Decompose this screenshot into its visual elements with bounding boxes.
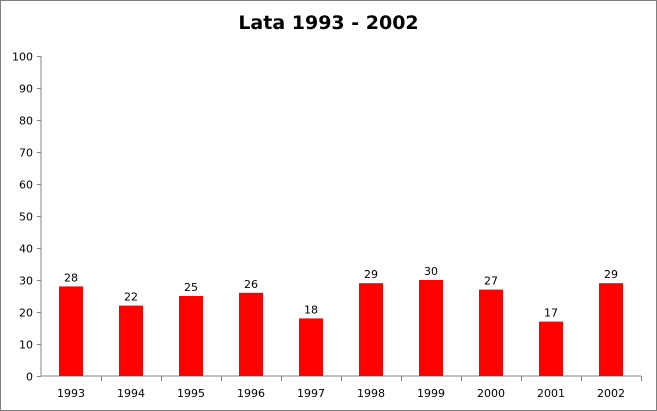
x-tick-label: 1994 xyxy=(117,387,145,400)
y-tick-label: 30 xyxy=(19,275,33,288)
data-label: 29 xyxy=(604,268,618,281)
data-label: 25 xyxy=(184,281,198,294)
data-label: 18 xyxy=(304,303,318,316)
data-label: 28 xyxy=(64,271,78,284)
y-tick-label: 60 xyxy=(19,179,33,192)
bar xyxy=(59,286,83,376)
x-tick-label: 1995 xyxy=(177,387,205,400)
x-tick-label: 2000 xyxy=(477,387,505,400)
y-tick-label: 50 xyxy=(19,211,33,224)
x-tick-label: 1998 xyxy=(357,387,385,400)
data-label: 17 xyxy=(544,307,558,320)
bar xyxy=(539,321,563,376)
bar xyxy=(419,280,443,376)
data-label: 22 xyxy=(124,291,138,304)
data-label: 29 xyxy=(364,268,378,281)
data-label: 26 xyxy=(244,278,258,291)
bar xyxy=(359,283,383,376)
x-tick-label: 1999 xyxy=(417,387,445,400)
bar xyxy=(299,318,323,376)
y-tick-label: 0 xyxy=(26,371,33,384)
y-tick-label: 10 xyxy=(19,339,33,352)
y-tick-label: 40 xyxy=(19,243,33,256)
bar xyxy=(119,305,143,376)
data-label: 27 xyxy=(484,275,498,288)
y-tick-label: 90 xyxy=(19,83,33,96)
x-tick-label: 1993 xyxy=(57,387,85,400)
chart-title: Lata 1993 - 2002 xyxy=(238,12,419,34)
y-tick-label: 80 xyxy=(19,115,33,128)
data-label: 30 xyxy=(424,265,438,278)
x-tick-label: 1997 xyxy=(297,387,325,400)
bar xyxy=(479,289,503,376)
bar xyxy=(179,296,203,376)
x-tick-label: 1996 xyxy=(237,387,265,400)
x-tick-label: 2002 xyxy=(597,387,625,400)
y-tick-label: 20 xyxy=(19,307,33,320)
y-tick-label: 70 xyxy=(19,147,33,160)
bar xyxy=(599,283,623,376)
bar xyxy=(239,292,263,376)
y-tick-label: 100 xyxy=(12,51,33,64)
x-tick-label: 2001 xyxy=(537,387,565,400)
